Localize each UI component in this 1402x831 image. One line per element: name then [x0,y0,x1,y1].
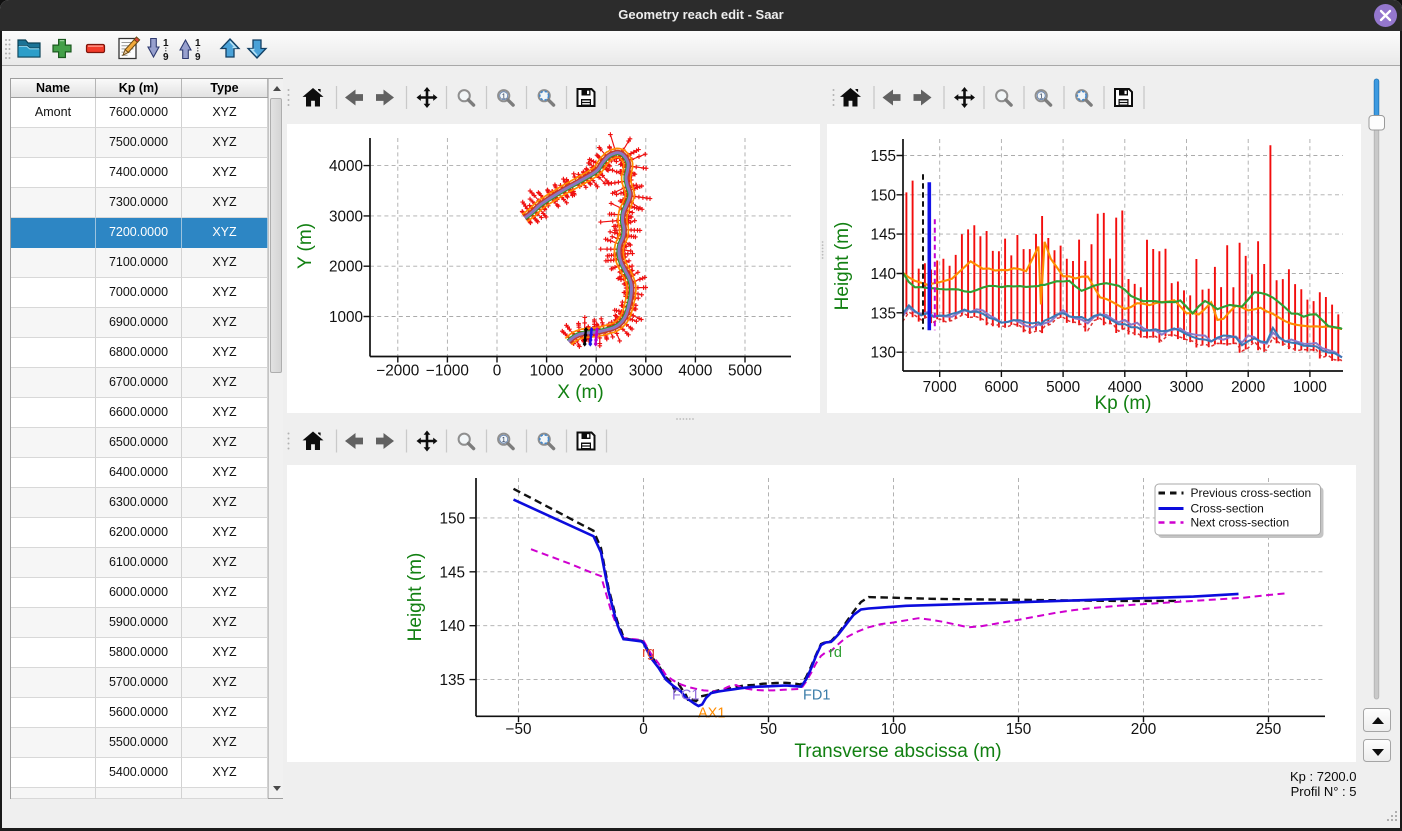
svg-text:1000: 1000 [1293,379,1327,396]
svg-text:2000: 2000 [1231,379,1265,396]
svg-text:5000: 5000 [1046,379,1080,396]
svg-text:5000: 5000 [728,363,762,380]
svg-text:3000: 3000 [329,208,363,225]
svg-text:1: 1 [163,38,169,49]
svg-text:135: 135 [439,672,465,689]
svg-text:2000: 2000 [579,363,613,380]
svg-text:9: 9 [163,52,169,63]
svg-text:4000: 4000 [1108,379,1142,396]
svg-text:3000: 3000 [1169,379,1203,396]
svg-text:9: 9 [195,52,201,63]
svg-text:FD1: FD1 [803,688,830,704]
svg-text:rg: rg [642,645,655,661]
svg-text:Previous cross-section: Previous cross-section [1191,486,1312,500]
svg-text:FC1: FC1 [672,688,699,704]
svg-text:Height (m): Height (m) [832,222,853,311]
svg-text:3000: 3000 [629,363,663,380]
svg-text:6000: 6000 [984,379,1018,396]
svg-text:140: 140 [439,618,465,635]
svg-text:AX1: AX1 [698,706,725,722]
svg-text:1: 1 [502,435,506,444]
svg-text:1: 1 [502,92,506,101]
svg-text:Height (m): Height (m) [405,553,426,642]
svg-text:1000: 1000 [530,363,564,380]
svg-text:Y (m): Y (m) [295,223,316,269]
svg-text:rd: rd [829,645,842,661]
svg-text:145: 145 [439,564,465,581]
svg-text:−2000: −2000 [376,363,419,380]
svg-text:0: 0 [493,363,502,380]
svg-text:Next cross-section: Next cross-section [1191,516,1290,530]
svg-text:4000: 4000 [678,363,712,380]
svg-text:X (m): X (m) [557,382,603,403]
svg-text:200: 200 [1131,721,1157,738]
svg-text:135: 135 [870,305,896,322]
svg-text:2000: 2000 [329,259,363,276]
svg-text:155: 155 [870,148,896,165]
svg-text:7000: 7000 [923,379,957,396]
svg-text:150: 150 [870,187,896,204]
svg-text:Cross-section: Cross-section [1191,502,1264,516]
svg-text:0: 0 [639,721,648,738]
svg-text:1000: 1000 [329,309,363,326]
svg-text:150: 150 [1006,721,1032,738]
svg-text:Transverse abscissa (m): Transverse abscissa (m) [794,741,1001,762]
svg-text:1: 1 [1039,92,1043,101]
svg-text:50: 50 [760,721,777,738]
svg-text:100: 100 [881,721,907,738]
svg-text:−50: −50 [506,721,532,738]
svg-text:1: 1 [195,38,201,49]
svg-text:140: 140 [870,266,896,283]
svg-text:Kp (m): Kp (m) [1095,393,1152,413]
svg-text:130: 130 [870,345,896,362]
svg-text:145: 145 [870,227,896,244]
svg-text:4000: 4000 [329,158,363,175]
svg-text:150: 150 [439,510,465,527]
svg-text:250: 250 [1256,721,1282,738]
svg-text:−1000: −1000 [426,363,469,380]
